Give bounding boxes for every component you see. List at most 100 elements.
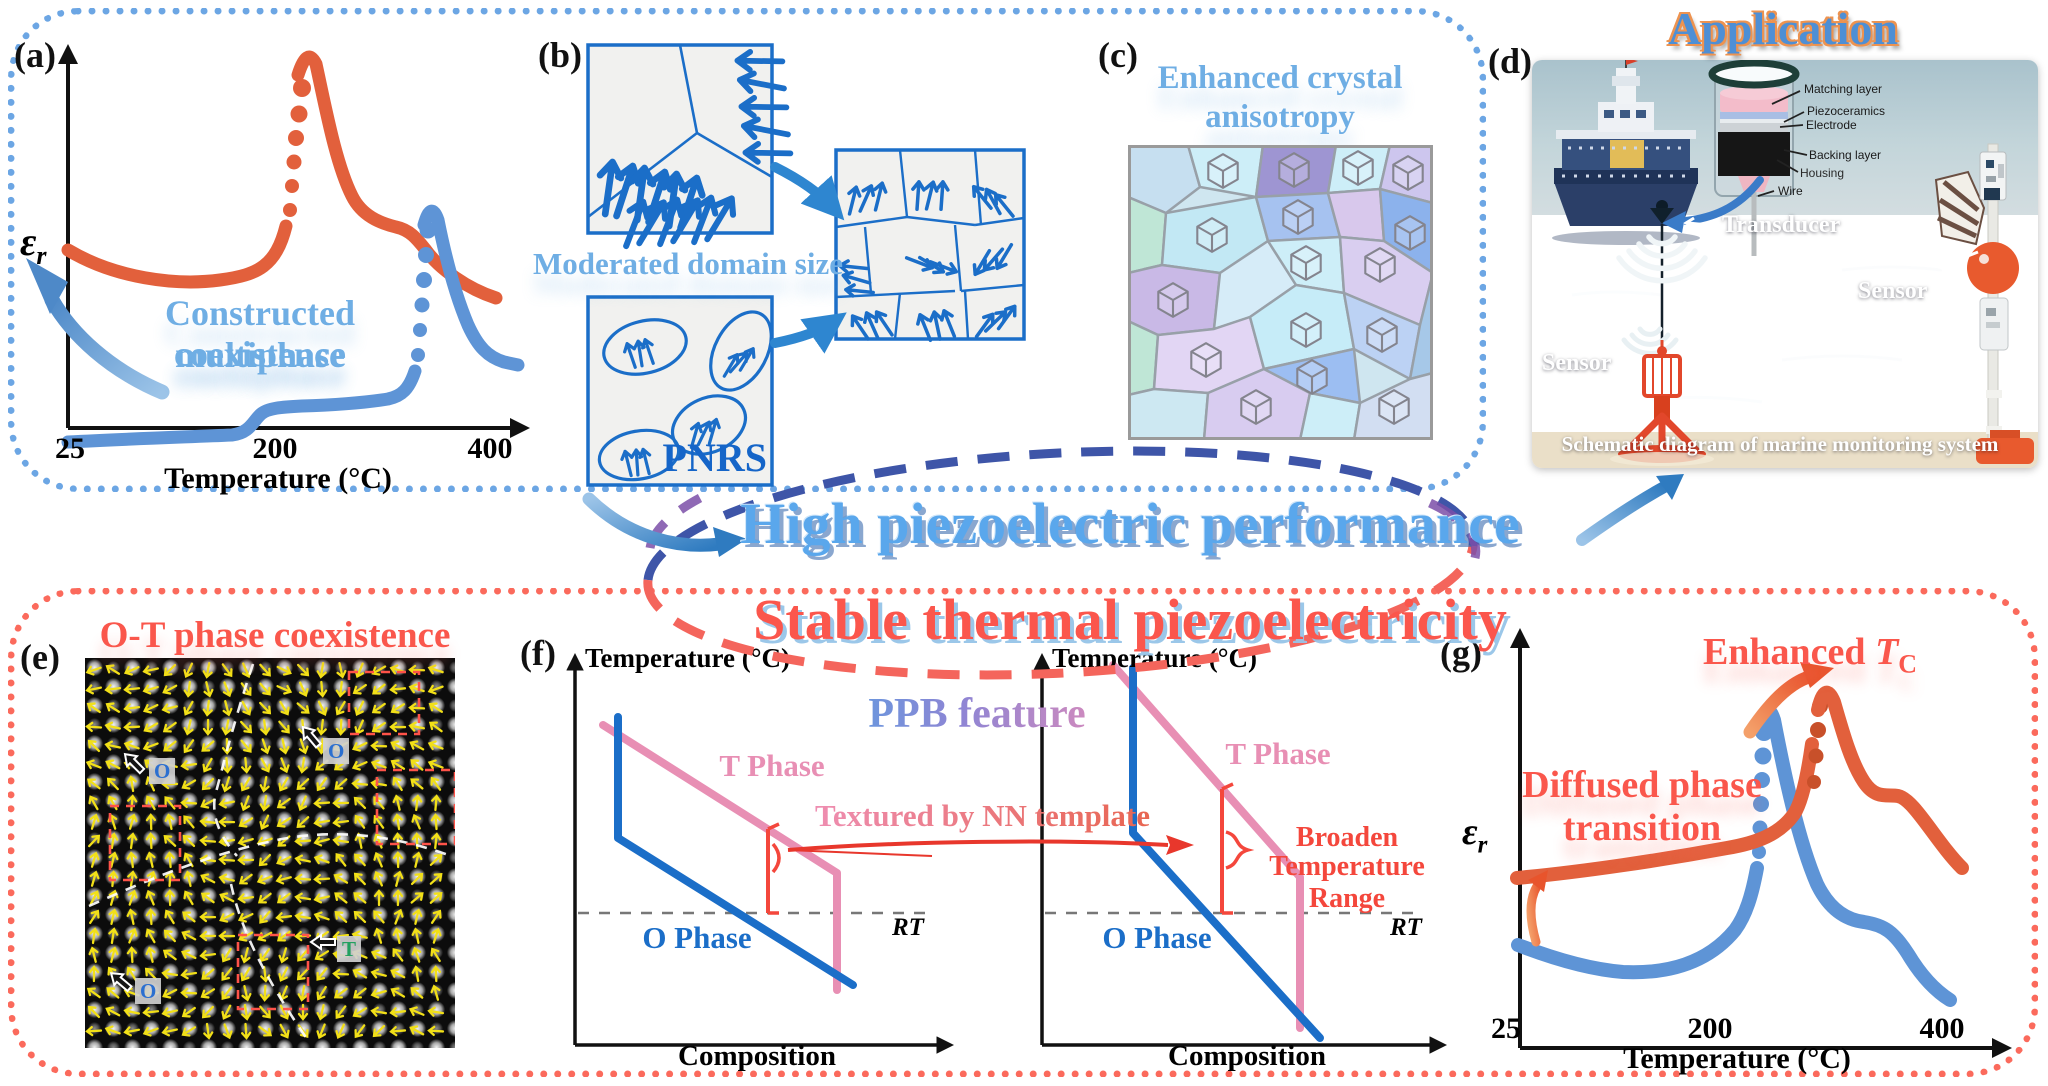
f-textured-label: Textured by NN template [805,798,1160,834]
f-right-t-phase: T Phase [1225,736,1331,771]
e-marker-o1: O [149,758,176,784]
d-sensor-left-label: Sensor [1542,350,1612,376]
f-left-rt-label: RT [892,914,924,941]
e-phase-block-arrows [109,725,336,993]
layer-pointer-lines [1757,90,1808,197]
a-orange-peak [291,50,503,305]
e-marker-t: T [337,936,362,962]
g-orange-curve [1510,737,1819,885]
panel-a-tag: (a) [14,35,56,75]
c-grain-cells [1128,145,1433,440]
f-left-xlabel: Composition [678,1040,836,1072]
d-layer-housing: Housing [1800,166,1845,180]
c-title-line2: anisotropy [1205,99,1355,135]
e-stem-image: O O T O [85,658,455,1048]
d-layer-electrode: Electrode [1806,118,1857,132]
f-left-o-boundary [614,713,857,989]
sonar-arcs [1616,234,1708,284]
g-lift-arrowhead [1528,870,1548,892]
tripod-buoy [1610,340,1714,466]
g-blue-curve [1511,861,1764,980]
d-scene [1552,60,2034,466]
banner-line1: High piezoelectric performance [740,491,1520,556]
f-broaden-line2: Temperature Range [1269,851,1425,914]
b-pnrs-label: PNRS [662,435,767,480]
a-y-label: εr [20,219,47,270]
a-blue-curve [61,364,422,449]
f-right-phase-diagram [1033,653,1447,1054]
panel-c-grain-mosaic [1128,145,1433,440]
panel-f-tag: (f) [520,633,556,673]
ellipse-top-arc [643,446,1478,581]
f-right-range-marker [1220,782,1255,915]
a-annotation-line1: Constructed multiphase [165,293,355,375]
top-section-border [8,8,1486,492]
d-caption: Schematic diagram of marine monitoring s… [1561,432,1999,456]
b-moderated-domain-box [834,148,1026,341]
d-layer-wire: Wire [1778,184,1803,198]
g-blue-peak [1753,703,1957,1007]
g-tc-arrowhead [1800,662,1834,688]
f-ppb-label: PPB feature [827,690,1127,738]
f-left-ylabel: Temperature (°C) [585,643,791,673]
panel-e-tag: (e) [20,637,60,677]
b-title: Moderated domain size [533,246,843,281]
f-right-rt-label: RT [1390,914,1422,941]
d-layer-piezo: Piezoceramics [1807,104,1886,118]
g-xtick-200: 200 [1687,1012,1733,1045]
a-annotation-line2: coexistence [174,334,346,374]
g-diffused-line1: Diffused phase [1522,764,1762,806]
a-xtick-200: 200 [252,432,298,465]
d-application-title: Application [1667,3,1899,54]
panel-c-tag: (c) [1098,35,1138,75]
f-left-range-marker [766,822,781,915]
a-blue-peak [417,204,525,372]
f-left-phase-diagram [566,653,954,1054]
c-mosaic-border [1128,145,1433,440]
deploy-arrowhead [1662,211,1686,233]
e-domain-walls [88,663,452,1043]
panel-a-chart [26,44,530,449]
f-left-o-phase: O Phase [642,920,752,955]
f-left-t-boundary [599,721,841,994]
f-broaden-line1: Broaden [1295,822,1399,853]
f-left-t-phase: T Phase [719,748,825,783]
a-blue-dots [411,221,437,362]
g-lift-arrow [1526,877,1545,947]
a-xtick-400: 400 [467,432,513,465]
g-y-label: εr [1462,811,1488,859]
label-arrows [1590,216,1979,417]
e-unitcell-boxes [108,670,455,1011]
f-right-o-boundary [1129,664,1324,1042]
ellipse-bottom-arc [643,545,1478,680]
f-right-xlabel: Composition [1168,1040,1326,1072]
g-diffused-line2: transition [1562,807,1722,849]
b-arrow-bottom-to-right [770,312,847,354]
g-xtick-400: 400 [1919,1012,1965,1045]
g-x-label: Temperature (°C) [1623,1042,1851,1075]
e-marker-o3: O [135,978,162,1004]
ellipse-purple-right [1428,498,1481,559]
bottom-section-border [8,588,2038,1077]
e-title: O-T phase coexistence [99,615,451,656]
d-layer-backing: Backing layer [1809,148,1882,162]
f-right-t-boundary [1109,661,1304,1032]
b-right-walls [835,149,1025,340]
a-highlight-arrowhead [26,258,68,314]
panel-b-tag: (b) [538,35,582,75]
f-textured-arrow [787,835,1194,857]
panel-g-tag: (g) [1440,633,1482,673]
panel-b-domains [586,43,1026,487]
g-xtick-25: 25 [1491,1012,1521,1045]
panel-d-tag: (d) [1488,41,1532,81]
banner-arrow-right [1576,474,1684,546]
transducer-cutaway [1708,60,1808,256]
g-enhanced-tc: Enhanced TC [1702,631,1918,679]
a-orange-curve [61,219,293,289]
a-highlight-arrow [44,292,170,400]
a-x-label: Temperature (°C) [164,462,392,495]
d-transducer-label: Transducer [1722,212,1841,238]
d-layer-matching: Matching layer [1804,82,1883,96]
g-orange-peak [1811,685,1969,875]
f-right-o-phase: O Phase [1102,920,1212,955]
